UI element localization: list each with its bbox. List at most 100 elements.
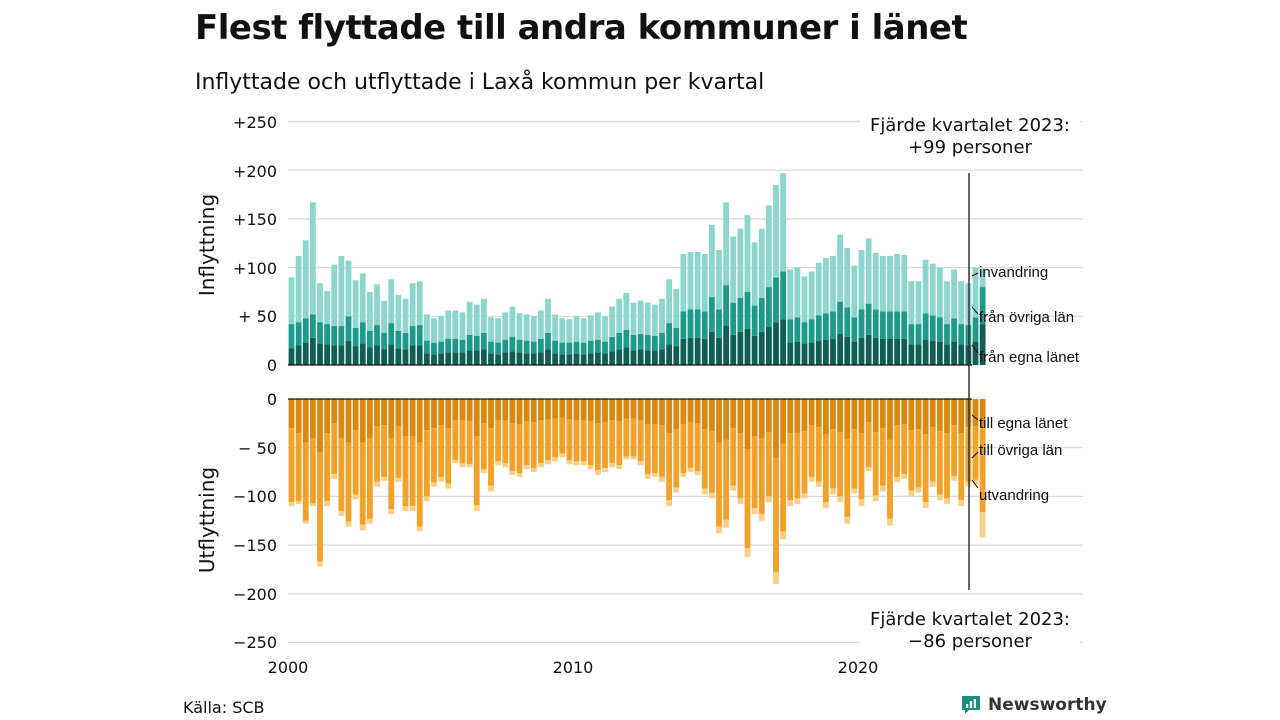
bar-outflow-utvandring: [908, 490, 915, 497]
bar-inflow-ovriga-lan: [630, 334, 637, 351]
bar-outflow-egna-lanet: [694, 399, 701, 424]
legend-bottom: till egna länet till övriga län utvandri…: [971, 414, 1068, 504]
bar-outflow-egna-lanet: [537, 399, 544, 421]
bar-outflow-egna-lanet: [780, 399, 787, 444]
bar-inflow-egna-lanet: [509, 351, 516, 365]
bar-outflow-utvandring: [338, 511, 345, 516]
bar-inflow-egna-lanet: [659, 349, 665, 365]
bar-outflow-utvandring: [659, 476, 665, 482]
bar-outflow-utvandring: [395, 477, 402, 482]
bar-inflow-egna-lanet: [773, 322, 779, 365]
bar-outflow-ovriga-lan: [438, 425, 445, 477]
bar-outflow-utvandring: [787, 500, 794, 507]
bar-outflow-utvandring: [359, 524, 366, 531]
bar-inflow-ovriga-lan: [651, 335, 658, 351]
bar-outflow-ovriga-lan: [637, 420, 644, 462]
bar-outflow-ovriga-lan: [502, 420, 509, 464]
bar-inflow-invandring: [552, 314, 559, 341]
bar-outflow-egna-lanet: [395, 399, 402, 427]
bar-outflow-ovriga-lan: [594, 423, 601, 471]
bar-outflow-ovriga-lan: [716, 442, 722, 527]
bar-inflow-ovriga-lan: [787, 319, 794, 343]
bar-outflow-ovriga-lan: [737, 433, 744, 499]
bar-inflow-invandring: [801, 276, 808, 323]
bar-inflow-invandring: [716, 250, 722, 310]
bar-inflow-invandring: [345, 260, 352, 317]
bar-inflow-ovriga-lan: [366, 330, 373, 348]
bar-inflow-egna-lanet: [858, 337, 865, 365]
bar-outflow-ovriga-lan: [345, 442, 352, 522]
bar-inflow-egna-lanet: [865, 334, 872, 365]
bar-outflow-ovriga-lan: [680, 424, 687, 474]
bar-outflow-egna-lanet: [951, 399, 958, 426]
bar-inflow-invandring: [523, 314, 530, 341]
bar-outflow-egna-lanet: [573, 399, 580, 421]
bar-inflow-invandring: [673, 289, 680, 328]
bar-outflow-egna-lanet: [488, 399, 494, 429]
bar-inflow-egna-lanet: [545, 349, 551, 365]
bar-inflow-egna-lanet: [438, 353, 445, 365]
bar-outflow-egna-lanet: [552, 399, 559, 419]
y-tick-top: + 50: [238, 307, 277, 326]
bar-inflow-ovriga-lan: [317, 322, 323, 344]
bar-outflow-ovriga-lan: [445, 428, 452, 484]
bar-outflow-egna-lanet: [723, 399, 730, 440]
bar-outflow-utvandring: [737, 498, 744, 505]
bar-outflow-utvandring: [922, 502, 929, 509]
bar-inflow-invandring: [751, 242, 758, 306]
bar-inflow-ovriga-lan: [545, 332, 551, 350]
bar-inflow-ovriga-lan: [887, 311, 893, 339]
y-tick-bottom: −150: [233, 536, 277, 555]
bar-inflow-egna-lanet: [951, 341, 958, 365]
bar-outflow-egna-lanet: [317, 399, 323, 453]
bar-outflow-utvandring: [822, 502, 829, 509]
bar-outflow-egna-lanet: [295, 399, 302, 434]
bar-inflow-ovriga-lan: [552, 340, 559, 354]
bar-outflow-egna-lanet: [894, 399, 901, 426]
bar-outflow-utvandring: [815, 481, 822, 487]
bar-outflow-utvandring: [566, 460, 573, 465]
bar-inflow-ovriga-lan: [395, 330, 402, 349]
bar-inflow-ovriga-lan: [773, 277, 779, 323]
bar-inflow-invandring: [958, 281, 965, 325]
y-tick-bottom: −200: [233, 585, 277, 604]
bar-outflow-utvandring: [374, 481, 380, 487]
bar-outflow-ovriga-lan: [366, 437, 373, 519]
bar-inflow-egna-lanet: [374, 345, 380, 365]
bar-inflow-ovriga-lan: [680, 311, 687, 339]
bar-inflow-invandring: [395, 294, 402, 331]
bar-inflow-egna-lanet: [894, 338, 901, 365]
bar-outflow-utvandring: [958, 500, 965, 507]
bar-outflow-ovriga-lan: [480, 423, 487, 470]
bar-outflow-utvandring: [402, 506, 409, 512]
bar-outflow-utvandring: [288, 502, 295, 507]
bar-outflow-ovriga-lan: [630, 418, 637, 457]
bar-inflow-ovriga-lan: [901, 311, 908, 339]
bar-outflow-egna-lanet: [701, 399, 708, 430]
x-tick: 2010: [553, 658, 594, 677]
bar-outflow-ovriga-lan: [780, 443, 787, 532]
bar-inflow-ovriga-lan: [594, 339, 601, 353]
bar-inflow-invandring: [744, 215, 751, 292]
bar-outflow-utvandring: [438, 476, 445, 482]
bar-outflow-ovriga-lan: [879, 428, 886, 486]
bar-inflow-ovriga-lan: [659, 332, 665, 350]
bar-outflow-utvandring: [495, 461, 502, 466]
bar-inflow-invandring: [737, 228, 744, 298]
bar-inflow-egna-lanet: [972, 341, 979, 365]
bar-outflow-egna-lanet: [979, 399, 986, 429]
bar-inflow-ovriga-lan: [837, 301, 844, 334]
bar-outflow-ovriga-lan: [837, 432, 844, 497]
bar-outflow-egna-lanet: [302, 399, 309, 443]
bar-inflow-ovriga-lan: [488, 341, 494, 354]
bar-inflow-ovriga-lan: [573, 341, 580, 354]
bar-outflow-utvandring: [452, 460, 459, 464]
bar-outflow-ovriga-lan: [459, 420, 466, 464]
bar-outflow-utvandring: [409, 506, 416, 512]
bar-outflow-egna-lanet: [751, 399, 758, 437]
bar-outflow-egna-lanet: [865, 399, 872, 423]
y-tick-top: +150: [233, 210, 277, 229]
bar-inflow-egna-lanet: [381, 349, 388, 365]
bar-outflow-ovriga-lan: [416, 442, 423, 527]
bar-inflow-invandring: [580, 318, 587, 343]
